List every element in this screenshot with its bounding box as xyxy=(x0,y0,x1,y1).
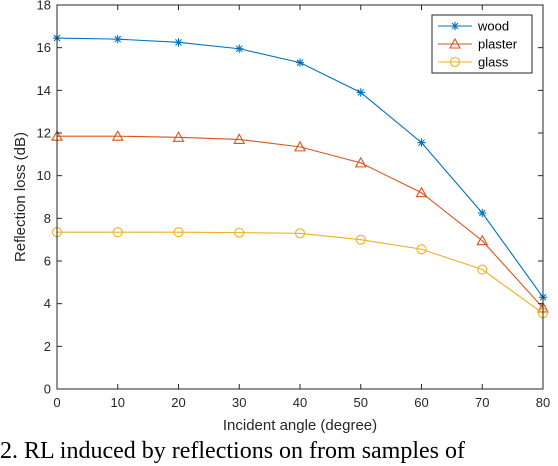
y-tick-label-7: 14 xyxy=(37,83,51,98)
x-tick-label-6: 60 xyxy=(414,395,428,410)
data-point-plaster-1 xyxy=(111,130,124,141)
y-tick-label-6: 12 xyxy=(37,126,51,141)
x-tick-label-8: 80 xyxy=(536,395,550,410)
y-tick-label-1: 2 xyxy=(44,339,51,354)
y-tick-label-4: 8 xyxy=(44,211,51,226)
data-point-glass-4 xyxy=(294,228,306,239)
data-point-glass-7 xyxy=(477,264,488,275)
data-point-wood-4 xyxy=(295,58,305,67)
data-point-glass-3 xyxy=(234,227,245,238)
y-tick-label-5: 10 xyxy=(37,168,51,183)
data-point-glass-2 xyxy=(173,227,184,238)
data-point-plaster-2 xyxy=(172,131,185,142)
legend-label-wood: wood xyxy=(477,19,509,34)
series-line-plaster xyxy=(57,135,544,309)
data-point-wood-6 xyxy=(417,138,426,147)
data-point-glass-6 xyxy=(416,244,427,255)
series-line-glass xyxy=(57,231,544,314)
legend-marker-wood xyxy=(450,21,460,31)
x-axis-label: Incident angle (degree) xyxy=(223,417,377,434)
axes-layer: 0 10 20 30 40 50 60 70 80 0 2 4 6 8 10 12 14 16 18 xyxy=(37,0,551,410)
data-point-plaster-4 xyxy=(294,140,306,152)
x-tick-label-5: 50 xyxy=(354,395,368,410)
x-tick-label-2: 20 xyxy=(171,395,185,410)
data-point-wood-5 xyxy=(356,88,365,97)
x-tick-label-3: 30 xyxy=(232,395,246,410)
y-tick-label-8: 16 xyxy=(37,40,51,55)
x-tick-label-7: 70 xyxy=(475,395,489,410)
data-point-wood-2 xyxy=(174,38,183,47)
y-axis-label: Reflection loss (dB) xyxy=(12,132,29,262)
data-point-glass-5 xyxy=(355,234,366,245)
data-point-plaster-7 xyxy=(476,234,489,246)
data-point-plaster-6 xyxy=(415,186,428,198)
caption-text: 2. RL induced by reflections on from sam… xyxy=(0,438,465,464)
data-point-plaster-5 xyxy=(354,156,367,168)
y-tick-label-2: 4 xyxy=(44,296,51,311)
series-layer xyxy=(51,33,549,319)
legend: wood plaster glass xyxy=(431,14,533,74)
x-tick-label-1: 10 xyxy=(111,395,125,410)
legend-marker-glass xyxy=(449,56,461,68)
legend-label-plaster: plaster xyxy=(478,37,518,52)
y-tick-label-3: 6 xyxy=(44,254,51,269)
data-point-wood-1 xyxy=(113,34,122,44)
y-tick-label-9: 18 xyxy=(37,0,51,13)
legend-marker-plaster xyxy=(449,37,461,49)
chart: 0 10 20 30 40 50 60 70 80 0 2 4 6 8 10 12 14 16 18 Inciden… xyxy=(12,0,551,434)
data-point-wood-7 xyxy=(478,208,487,218)
y-tick-label-0: 0 xyxy=(44,382,51,397)
data-point-wood-3 xyxy=(235,44,244,53)
data-point-plaster-3 xyxy=(233,133,246,144)
legend-label-glass: glass xyxy=(478,55,509,70)
x-tick-label-0: 0 xyxy=(53,395,60,410)
x-tick-label-4: 40 xyxy=(293,395,307,410)
data-point-glass-1 xyxy=(112,227,123,238)
